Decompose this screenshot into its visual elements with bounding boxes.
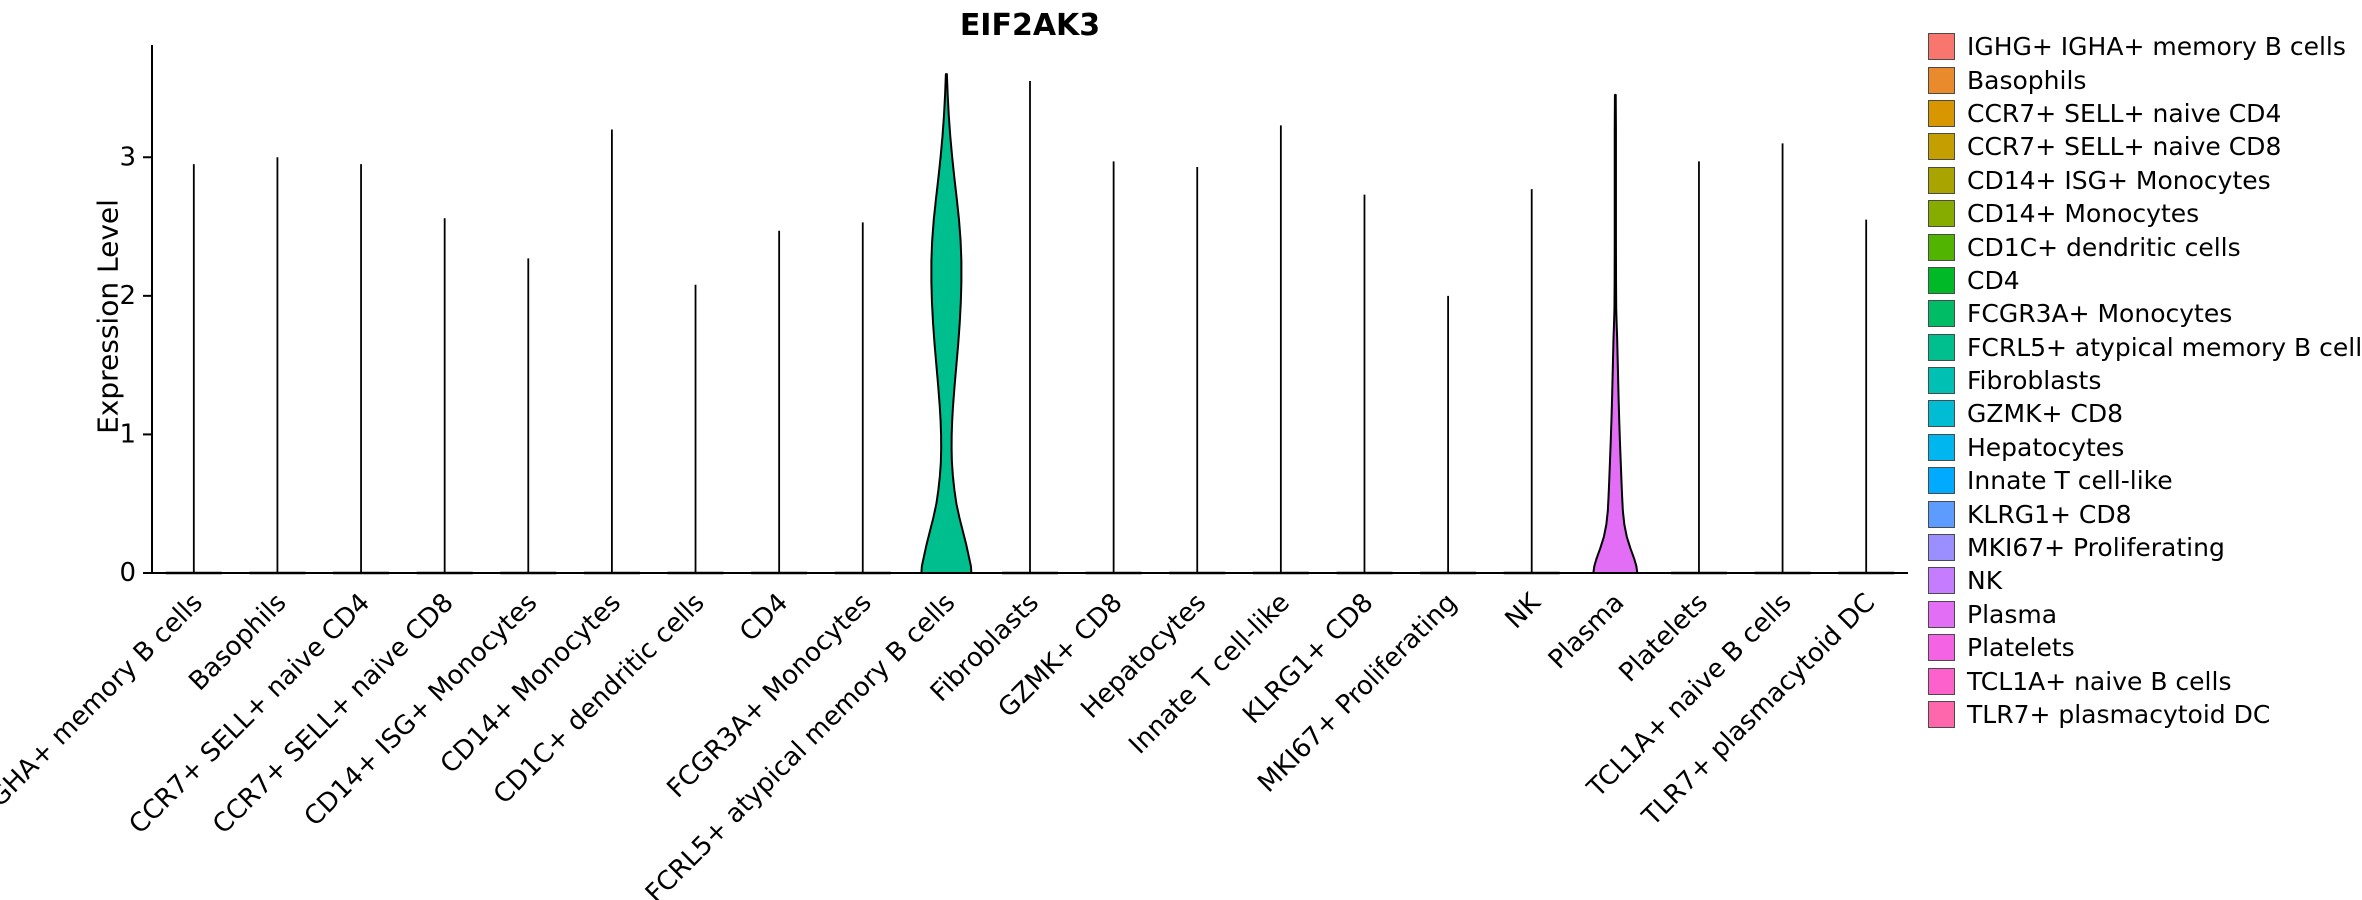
legend-label: Platelets [1967, 633, 2075, 663]
legend-item: CD14+ Monocytes [1928, 197, 2362, 230]
legend-swatch [1928, 133, 1955, 161]
legend-label: CD14+ ISG+ Monocytes [1967, 165, 2271, 195]
legend-item: FCGR3A+ Monocytes [1928, 297, 2362, 330]
legend-label: TLR7+ plasmacytoid DC [1967, 700, 2271, 729]
legend-item: TLR7+ plasmacytoid DC [1928, 698, 2362, 731]
legend-item: NK [1928, 564, 2362, 597]
legend-label: NK [1967, 566, 2003, 596]
legend: IGHG+ IGHA+ memory B cells Basophils CCR7+… [1928, 30, 2362, 731]
legend-swatch [1928, 667, 1955, 695]
legend-swatch [1928, 467, 1955, 495]
legend-label: Fibroblasts [1967, 366, 2102, 396]
legend-swatch [1928, 166, 1955, 194]
legend-swatch [1928, 534, 1955, 562]
legend-label: CD1C+ dendritic cells [1967, 232, 2241, 262]
legend-swatch [1928, 400, 1955, 428]
legend-item: FCRL5+ atypical memory B cells [1928, 331, 2362, 364]
y-tick-label: 0 [119, 558, 136, 588]
legend-item: Innate T cell-like [1928, 464, 2362, 497]
legend-swatch [1928, 66, 1955, 94]
legend-label: FCRL5+ atypical memory B cells [1967, 332, 2362, 362]
legend-item: CCR7+ SELL+ naive CD4 [1928, 97, 2362, 130]
legend-swatch [1928, 233, 1955, 261]
violin-shape [1592, 93, 1639, 574]
y-tick-label: 1 [119, 419, 136, 449]
legend-swatch [1928, 367, 1955, 395]
legend-label: CD4 [1967, 265, 2020, 295]
legend-label: TCL1A+ naive B cells [1967, 666, 2232, 696]
legend-label: Innate T cell-like [1967, 466, 2173, 496]
legend-swatch [1928, 634, 1955, 662]
legend-label: MKI67+ Proliferating [1967, 533, 2225, 563]
legend-swatch [1928, 266, 1955, 294]
legend-swatch [1928, 500, 1955, 528]
legend-item: IGHG+ IGHA+ memory B cells [1928, 30, 2362, 63]
legend-label: FCGR3A+ Monocytes [1967, 299, 2233, 329]
violin-shape [920, 73, 973, 574]
x-tick-label: IGHG+ IGHA+ memory B cells [0, 588, 209, 888]
legend-label: KLRG1+ CD8 [1967, 499, 2132, 529]
legend-label: Basophils [1967, 65, 2087, 95]
y-tick-label: 2 [119, 281, 136, 311]
x-tick-label: CD4 [734, 588, 794, 648]
legend-swatch [1928, 33, 1955, 61]
legend-swatch [1928, 333, 1955, 361]
x-tick-label: NK [1500, 587, 1548, 635]
x-tick-label: Innate T cell-like [1123, 588, 1295, 760]
legend-swatch [1928, 200, 1955, 228]
legend-item: MKI67+ Proliferating [1928, 531, 2362, 564]
legend-swatch [1928, 433, 1955, 461]
legend-item: GZMK+ CD8 [1928, 397, 2362, 430]
legend-swatch [1928, 99, 1955, 127]
y-tick-label: 3 [119, 142, 136, 172]
legend-item: Fibroblasts [1928, 364, 2362, 397]
legend-item: Platelets [1928, 631, 2362, 664]
legend-label: CD14+ Monocytes [1967, 199, 2200, 229]
legend-label: Plasma [1967, 599, 2058, 629]
legend-item: TCL1A+ naive B cells [1928, 664, 2362, 697]
chart-title: EIF2AK3 [959, 8, 1101, 43]
legend-item: KLRG1+ CD8 [1928, 497, 2362, 530]
legend-item: CCR7+ SELL+ naive CD8 [1928, 130, 2362, 163]
legend-item: Basophils [1928, 63, 2362, 96]
legend-item: Hepatocytes [1928, 431, 2362, 464]
legend-swatch [1928, 567, 1955, 595]
legend-swatch [1928, 701, 1955, 728]
legend-item: CD14+ ISG+ Monocytes [1928, 164, 2362, 197]
legend-swatch [1928, 600, 1955, 628]
legend-label: CCR7+ SELL+ naive CD4 [1967, 98, 2282, 128]
legend-item: Plasma [1928, 598, 2362, 631]
legend-label: CCR7+ SELL+ naive CD8 [1967, 132, 2282, 162]
legend-label: IGHG+ IGHA+ memory B cells [1967, 32, 2346, 62]
legend-label: Hepatocytes [1967, 432, 2125, 462]
legend-swatch [1928, 300, 1955, 328]
x-tick-label: FCRL5+ atypical memory B cells [640, 588, 961, 900]
legend-label: GZMK+ CD8 [1967, 399, 2123, 429]
legend-item: CD4 [1928, 264, 2362, 297]
legend-item: CD1C+ dendritic cells [1928, 230, 2362, 263]
